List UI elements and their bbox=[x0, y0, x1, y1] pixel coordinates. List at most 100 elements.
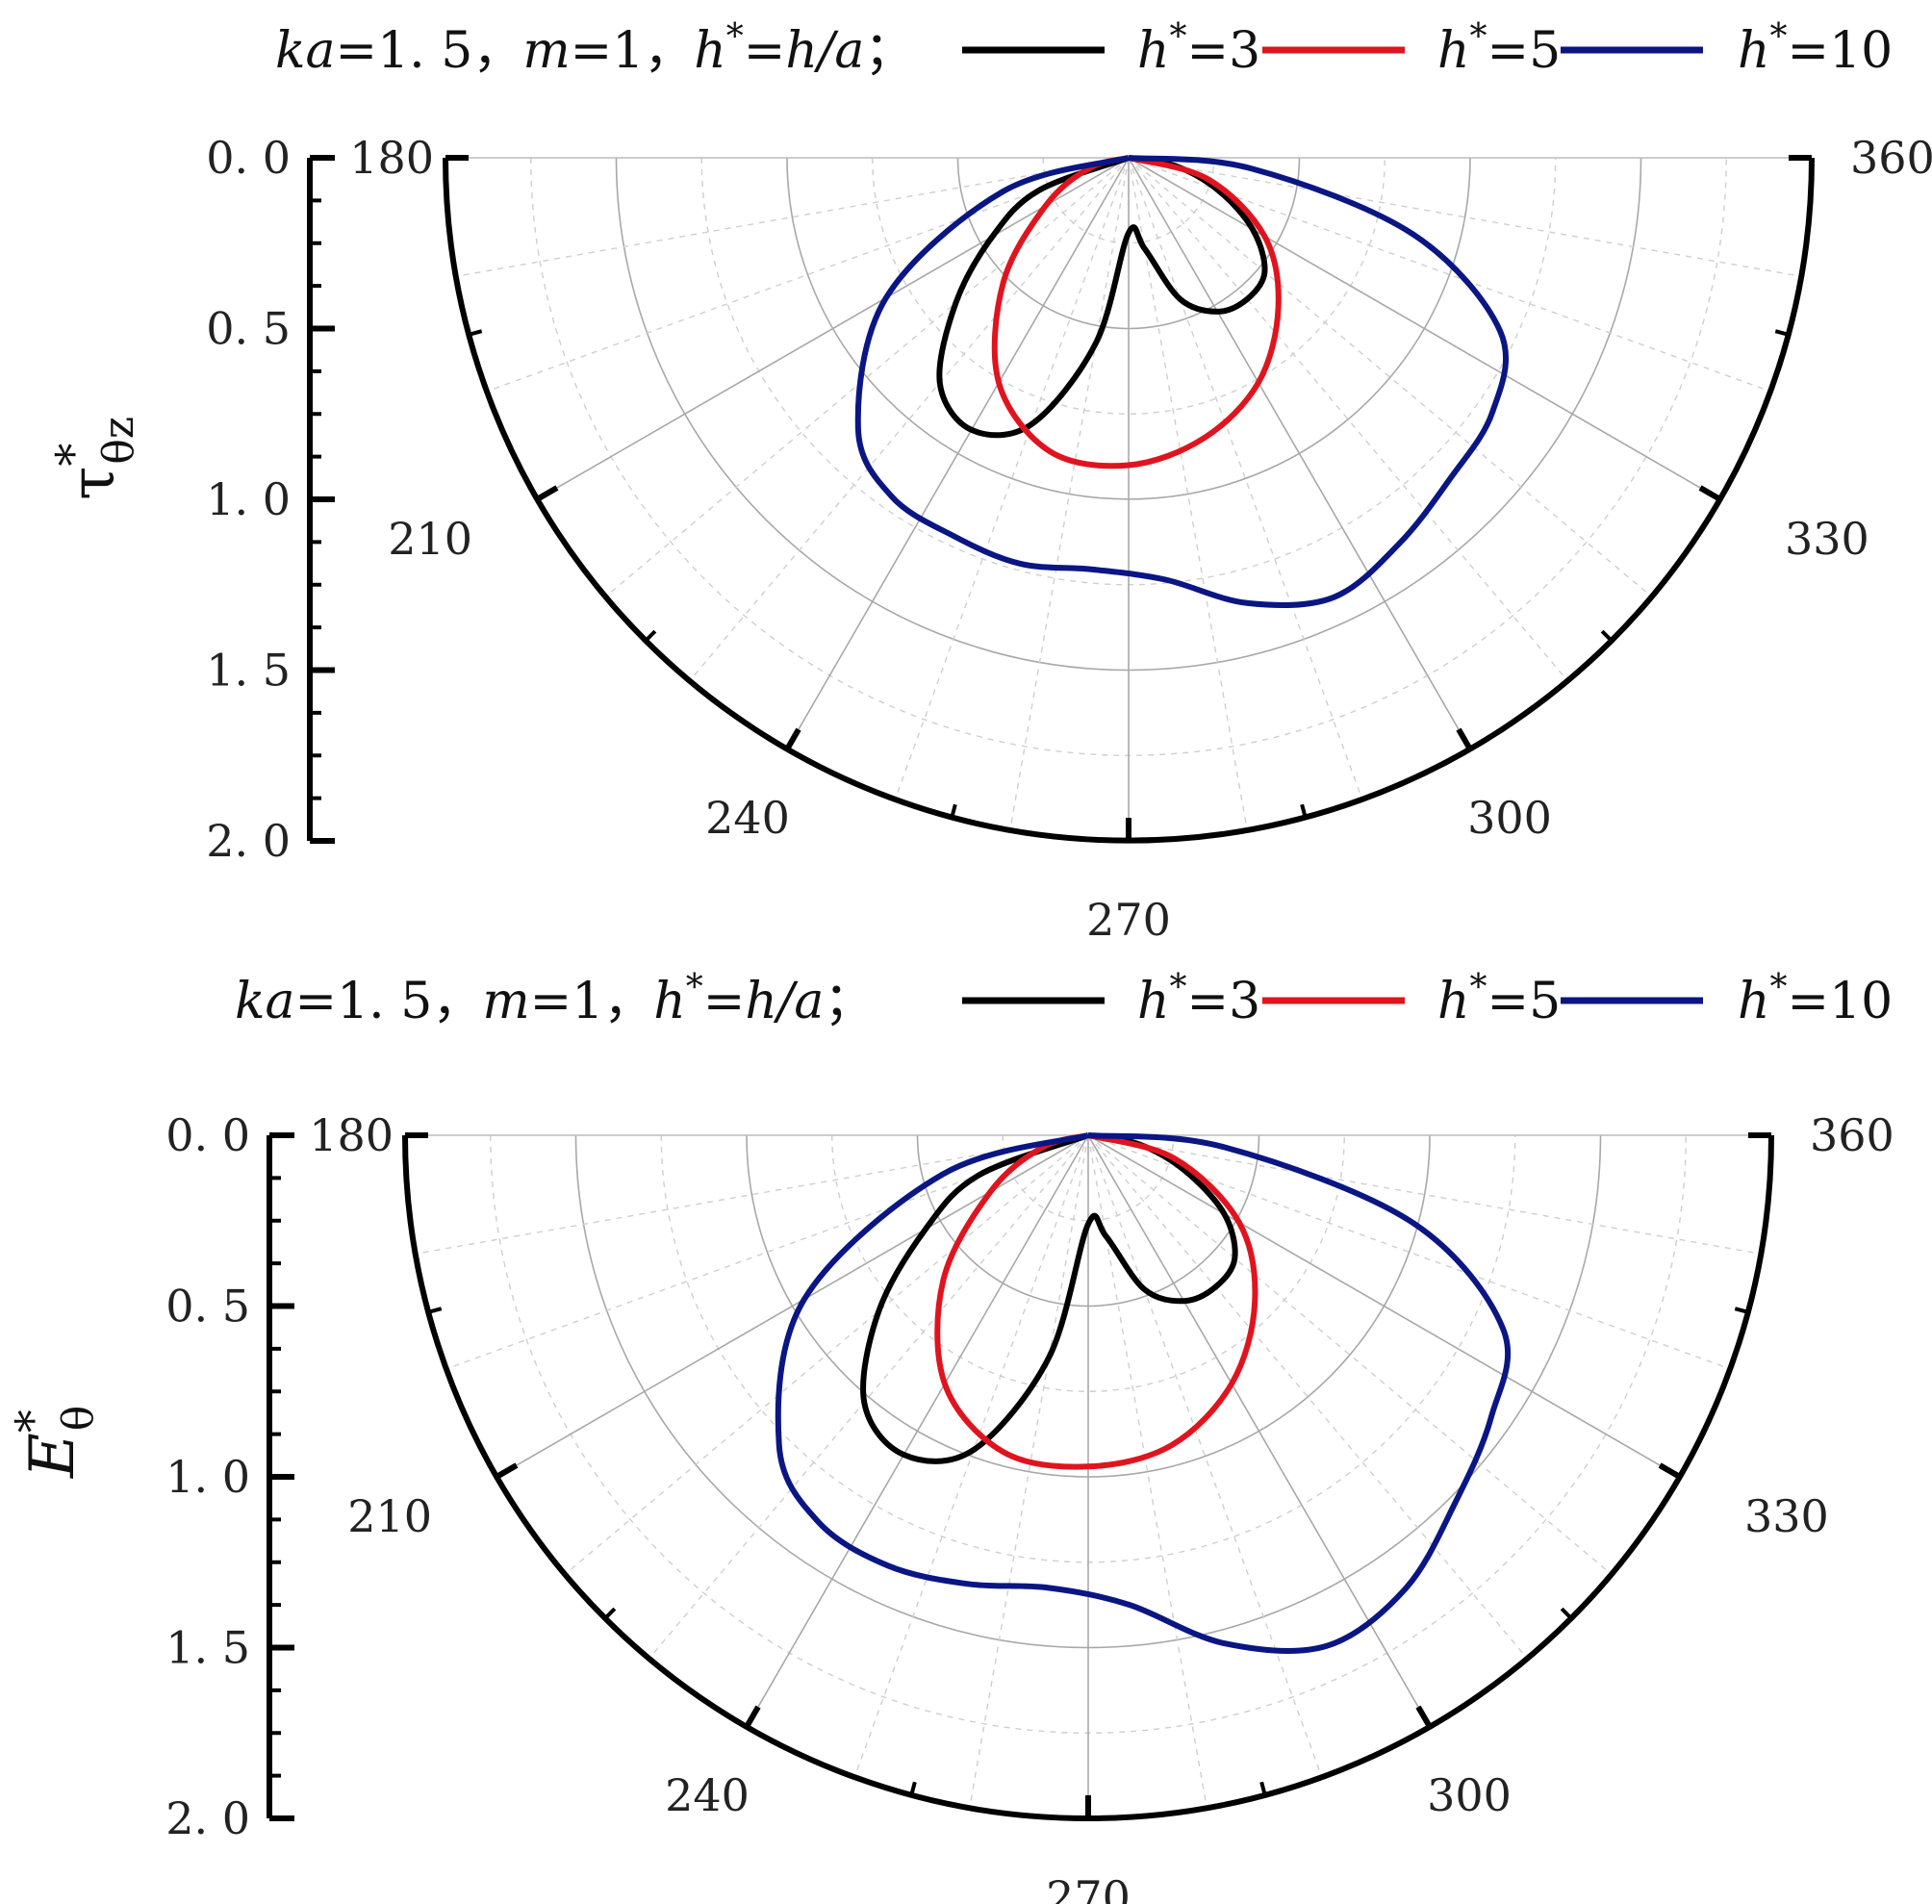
grid-circle-minor bbox=[1002, 1134, 1175, 1222]
legend-m-value: =1， bbox=[530, 973, 654, 1030]
grid-spoke-major bbox=[1128, 157, 1721, 500]
angle-tick-label: 240 bbox=[705, 792, 790, 844]
polar-chart-tau: 180 210 240 270 300 330 360 0. 0 0. 5 1. 0 1. 5 2. … bbox=[46, 17, 1932, 946]
grid-spoke-minor bbox=[1128, 157, 1802, 277]
grid-spoke-minor bbox=[604, 157, 1130, 597]
y-axis-label: E*θ bbox=[6, 1406, 103, 1479]
angle-tick-label: 330 bbox=[1744, 1490, 1829, 1542]
angle-tick-label: 180 bbox=[309, 1109, 394, 1161]
legend-equals: = bbox=[744, 22, 786, 80]
polar-grid bbox=[405, 1134, 1771, 1818]
angle-tick-label: 180 bbox=[349, 132, 434, 184]
legend-entry-value: =3 bbox=[1187, 22, 1261, 80]
legend-entry-star: * bbox=[1770, 968, 1788, 1007]
grid-spoke-major bbox=[1128, 157, 1471, 750]
angle-tick-major bbox=[1658, 1462, 1682, 1480]
grid-spoke-major bbox=[1087, 1134, 1681, 1478]
legend-ka-value: =1. 5， bbox=[336, 22, 523, 80]
angle-tick-label: 300 bbox=[1467, 792, 1552, 844]
grid-spoke-minor bbox=[1128, 157, 1248, 831]
legend-h: h bbox=[653, 973, 686, 1030]
angle-tick-minor bbox=[644, 629, 657, 643]
legend-m: m bbox=[522, 22, 570, 80]
legend-entry-star: * bbox=[1170, 968, 1187, 1007]
y-axis-symbol: τ bbox=[58, 467, 129, 500]
grid-spoke-minor bbox=[415, 1134, 1089, 1255]
legend-ka: ka bbox=[275, 22, 336, 80]
radial-axis: 0. 0 0. 5 1. 0 1. 5 2. 0 bbox=[165, 1109, 294, 1844]
grid-spoke-minor bbox=[455, 157, 1130, 277]
angle-tick-major bbox=[744, 1705, 761, 1729]
y-axis-subscript: θ bbox=[54, 1406, 103, 1432]
angle-tick-major bbox=[784, 727, 801, 751]
legend-semicolon: ； bbox=[824, 973, 874, 1030]
legend-entry: h*=10 bbox=[1738, 17, 1893, 80]
angle-tick-label: 210 bbox=[347, 1490, 432, 1542]
legend-entry-h: h bbox=[1137, 973, 1170, 1030]
angle-tick-minor bbox=[603, 1607, 617, 1620]
grid-spoke-minor bbox=[1087, 1134, 1613, 1575]
grid-spoke-minor bbox=[1087, 1134, 1323, 1778]
legend-entry-h: h bbox=[1437, 22, 1470, 80]
grid-spoke-minor bbox=[969, 1134, 1089, 1809]
grid-spoke-minor bbox=[689, 157, 1130, 682]
legend-entry-star: * bbox=[1170, 17, 1187, 57]
legend-entry: h*=10 bbox=[1738, 968, 1893, 1030]
legend-entry: h*=3 bbox=[1137, 968, 1260, 1030]
angle-tick-minor bbox=[1774, 329, 1790, 337]
legend-entry-value: =10 bbox=[1788, 22, 1894, 80]
angle-tick-label: 270 bbox=[1086, 894, 1171, 946]
grid-spoke-minor bbox=[445, 1134, 1089, 1370]
grid-spoke-minor bbox=[1087, 1134, 1731, 1370]
legend-entry: h*=3 bbox=[1137, 17, 1260, 80]
series-curve-h3 bbox=[936, 155, 1268, 439]
grid-spoke-major bbox=[786, 157, 1130, 750]
legend-star: * bbox=[726, 17, 744, 57]
series-curve-h10 bbox=[775, 1132, 1512, 1655]
series-curve-h10 bbox=[854, 155, 1510, 609]
grid-spoke-minor bbox=[1128, 157, 1653, 597]
angle-tick-major bbox=[495, 1462, 519, 1480]
legend-entry-star: * bbox=[1770, 17, 1788, 57]
legend-star: * bbox=[686, 968, 703, 1007]
legend-m-value: =1， bbox=[571, 22, 695, 80]
legend-entry: h*=5 bbox=[1437, 17, 1561, 80]
angle-tick-major bbox=[1698, 485, 1722, 502]
angle-tick-minor bbox=[950, 803, 957, 819]
grid-spoke-minor bbox=[564, 1134, 1089, 1575]
y-axis-star: * bbox=[6, 1409, 60, 1433]
angle-tick-major bbox=[1456, 727, 1473, 751]
angle-tick-minor bbox=[1560, 1607, 1573, 1620]
series-curve-h5 bbox=[934, 1132, 1258, 1470]
legend-entry-h: h bbox=[1137, 22, 1170, 80]
legend-entry-star: * bbox=[1470, 17, 1487, 57]
grid-spoke-major bbox=[746, 1134, 1089, 1728]
legend-entry-value: =5 bbox=[1487, 973, 1562, 1030]
grid-spoke-minor bbox=[1009, 157, 1130, 831]
angle-tick-minor bbox=[1734, 1307, 1749, 1314]
angle-tick-minor bbox=[427, 1307, 443, 1314]
grid-spoke-minor bbox=[1087, 1134, 1208, 1809]
grid-spoke-minor bbox=[1087, 1134, 1528, 1660]
polar-chart-e: 180 210 240 270 300 330 360 0. 0 0. 5 1. 0 1. 5 2. … bbox=[6, 968, 1894, 1904]
legend-equals: = bbox=[703, 973, 746, 1030]
radial-tick-label: 1. 0 bbox=[165, 1451, 250, 1503]
legend-entry-h: h bbox=[1738, 22, 1770, 80]
radial-tick-label: 2. 0 bbox=[165, 1792, 250, 1844]
grid-spoke-major bbox=[1087, 1134, 1431, 1728]
radial-tick-label: 1. 0 bbox=[206, 473, 291, 525]
legend-entry-star: * bbox=[1470, 968, 1487, 1007]
angle-tick-major bbox=[535, 485, 559, 502]
legend-entry-value: =10 bbox=[1788, 973, 1894, 1030]
series-curve-h3 bbox=[860, 1132, 1238, 1464]
y-axis-symbol: E bbox=[17, 1433, 89, 1479]
legend: ka=1. 5，m=1，h*=h/a； h*=3 h*=5 h*=10 bbox=[235, 968, 1893, 1030]
polar-grid bbox=[445, 157, 1812, 841]
legend-m: m bbox=[482, 973, 529, 1030]
radial-tick-label: 2. 0 bbox=[206, 815, 291, 867]
grid-spoke-minor bbox=[1128, 157, 1568, 682]
radial-tick-label: 0. 0 bbox=[206, 132, 291, 184]
legend-h-over-a: h/a bbox=[745, 973, 824, 1030]
legend-prefix: ka=1. 5，m=1，h*=h/a； bbox=[275, 17, 914, 80]
